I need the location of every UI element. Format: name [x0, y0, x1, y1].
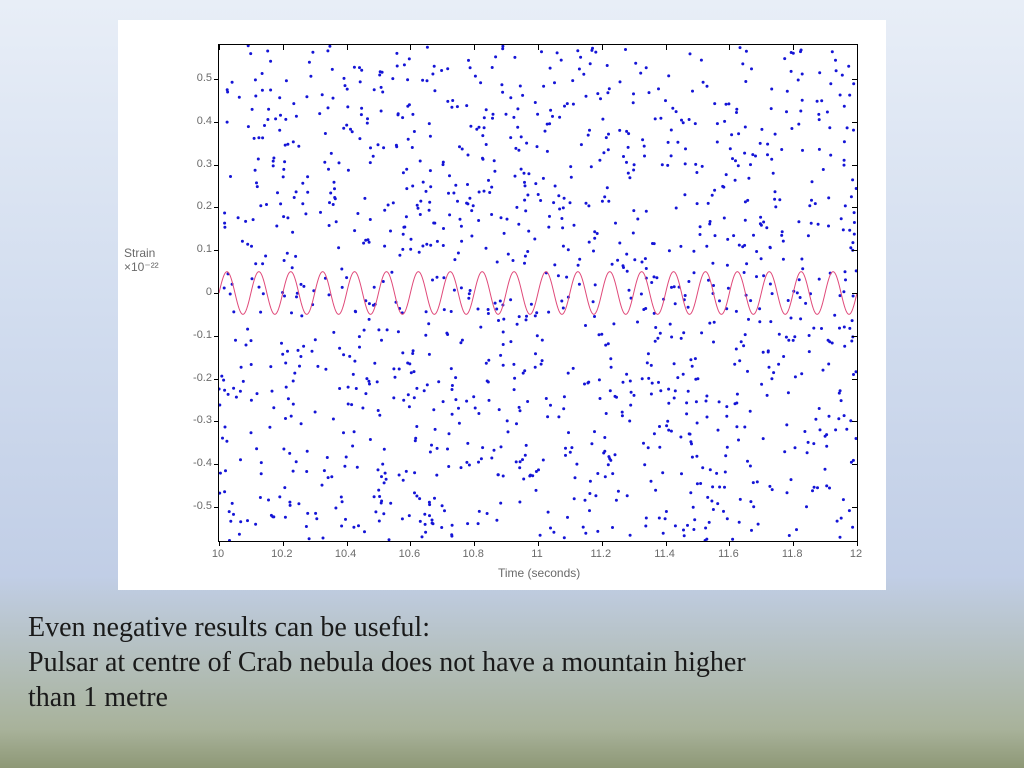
- x-tick: [666, 541, 667, 546]
- chart-card: Strain ×10⁻²² Time (seconds) 10 10.2 10.4 1…: [118, 20, 886, 590]
- x-tick: [538, 541, 539, 546]
- slide-root: Strain ×10⁻²² Time (seconds) 10 10.2 10.4 1…: [0, 0, 1024, 768]
- x-tick: [219, 541, 220, 546]
- x-tick-top: [410, 45, 411, 50]
- x-tick: [729, 541, 730, 546]
- y-tick-right: [852, 379, 857, 380]
- y-tick: [214, 336, 219, 337]
- y-tick-label: -0.5: [178, 500, 212, 512]
- y-axis-label: Strain ×10⁻²²: [124, 246, 159, 275]
- y-tick-right: [852, 421, 857, 422]
- y-tick: [214, 165, 219, 166]
- x-tick-top: [347, 45, 348, 50]
- y-tick-label: -0.4: [178, 457, 212, 469]
- y-tick-right: [852, 165, 857, 166]
- y-tick-right: [852, 336, 857, 337]
- x-tick-top: [474, 45, 475, 50]
- y-tick-right: [852, 122, 857, 123]
- y-tick: [214, 250, 219, 251]
- x-tick-top: [793, 45, 794, 50]
- sine-overlay: [219, 272, 857, 315]
- y-tick-right: [852, 79, 857, 80]
- x-tick-label: 10.8: [462, 548, 483, 560]
- x-tick-label: 11.8: [782, 548, 803, 560]
- x-tick-label: 10: [212, 548, 224, 560]
- x-tick-label: 11: [531, 548, 542, 560]
- x-tick-top: [666, 45, 667, 50]
- y-tick: [214, 507, 219, 508]
- x-axis-label: Time (seconds): [498, 566, 580, 580]
- caption-text: Even negative results can be useful: Pul…: [28, 610, 988, 715]
- caption-line3: than 1 metre: [28, 682, 168, 713]
- y-tick: [214, 293, 219, 294]
- y-tick-label: 0.5: [178, 72, 212, 84]
- y-tick-label: -0.3: [178, 414, 212, 426]
- y-axis-label-line2: ×10⁻²²: [124, 260, 159, 274]
- x-tick-label: 12: [850, 548, 862, 560]
- y-tick-label: 0.4: [178, 115, 212, 127]
- y-tick: [214, 79, 219, 80]
- y-tick-right: [852, 507, 857, 508]
- y-tick-label: -0.2: [178, 372, 212, 384]
- x-tick: [857, 541, 858, 546]
- x-tick: [283, 541, 284, 546]
- x-tick-top: [219, 45, 220, 50]
- y-tick: [214, 379, 219, 380]
- x-tick-label: 10.4: [335, 548, 356, 560]
- y-tick-label: 0: [178, 286, 212, 298]
- y-tick: [214, 207, 219, 208]
- y-axis-label-line1: Strain: [124, 246, 155, 260]
- x-tick: [410, 541, 411, 546]
- x-tick-label: 10.6: [399, 548, 420, 560]
- y-tick-label: -0.1: [178, 329, 212, 341]
- x-tick-label: 11.2: [591, 548, 612, 560]
- y-tick-right: [852, 293, 857, 294]
- y-tick-label: 0.3: [178, 158, 212, 170]
- x-tick: [347, 541, 348, 546]
- caption-line1: Even negative results can be useful:: [28, 612, 430, 643]
- y-tick: [214, 122, 219, 123]
- x-tick: [793, 541, 794, 546]
- x-tick-label: 11.4: [654, 548, 675, 560]
- y-tick-right: [852, 464, 857, 465]
- x-tick-top: [729, 45, 730, 50]
- x-tick: [602, 541, 603, 546]
- x-tick-label: 10.2: [271, 548, 292, 560]
- y-tick-right: [852, 207, 857, 208]
- x-tick-top: [602, 45, 603, 50]
- y-tick-right: [852, 250, 857, 251]
- plot-area: [218, 44, 858, 542]
- plot-svg: [219, 45, 857, 541]
- y-tick: [214, 464, 219, 465]
- y-tick-label: 0.2: [178, 200, 212, 212]
- y-tick: [214, 421, 219, 422]
- x-tick: [474, 541, 475, 546]
- x-tick-label: 11.6: [718, 548, 739, 560]
- x-tick-top: [538, 45, 539, 50]
- x-tick-top: [857, 45, 858, 50]
- caption-line2: Pulsar at centre of Crab nebula does not…: [28, 647, 746, 678]
- x-tick-top: [283, 45, 284, 50]
- y-tick-label: 0.1: [178, 243, 212, 255]
